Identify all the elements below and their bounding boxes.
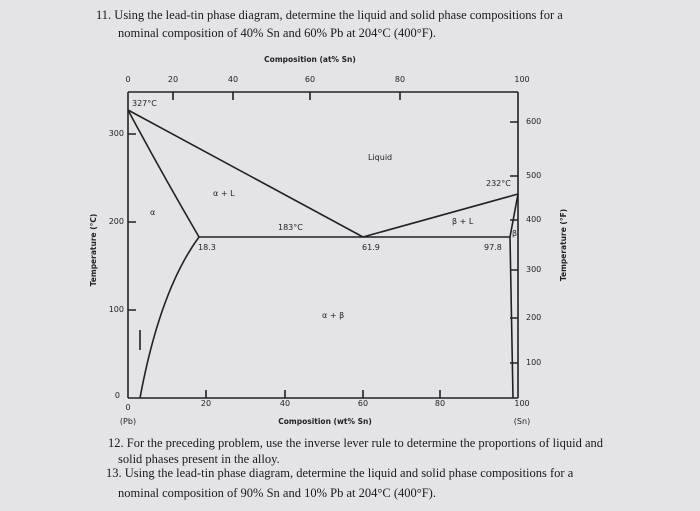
axis-title: Temperature (°C) (89, 214, 98, 287)
tick-label: 20 (201, 399, 211, 408)
region-label: α (150, 208, 155, 217)
tick-label: 60 (358, 399, 368, 408)
question-line: nominal composition of 40% Sn and 60% Pb… (118, 26, 436, 40)
question-line: solid phases present in the alloy. (118, 452, 280, 466)
tick-label: 200 (526, 313, 541, 322)
question-line: nominal composition of 90% Sn and 10% Pb… (118, 486, 436, 500)
axis-end-label: (Pb) (120, 417, 136, 426)
tick-label: 500 (526, 171, 541, 180)
annotation: 61.9 (362, 243, 380, 252)
annotation: 183°C (278, 223, 303, 232)
tick-label: 60 (305, 75, 315, 84)
tick-label: 300 (526, 265, 541, 274)
tick-label: 0 (125, 403, 130, 412)
tick-label: 400 (526, 215, 541, 224)
region-label: α + L (213, 189, 235, 198)
tick-label: 100 (526, 358, 541, 367)
tick-label: 40 (280, 399, 290, 408)
region-label: β + L (452, 217, 474, 226)
region-label: β (512, 229, 517, 238)
diagram-lines (127, 91, 519, 399)
phase-diagram: Composition (at% Sn) 0 20 40 60 80 100 0… (89, 55, 568, 426)
axis-title: Composition (wt% Sn) (278, 417, 372, 426)
annotation: 97.8 (484, 243, 502, 252)
region-label: Liquid (368, 153, 392, 162)
tick-label: 80 (395, 75, 405, 84)
axis-title: Composition (at% Sn) (264, 55, 356, 64)
tick-label: 100 (109, 305, 124, 314)
axis-end-label: (Sn) (514, 417, 530, 426)
question-line: 13. Using the lead-tin phase diagram, de… (106, 466, 574, 480)
tick-label: 600 (526, 117, 541, 126)
tick-label: 40 (228, 75, 238, 84)
tick-label: 200 (109, 217, 124, 226)
tick-label: 300 (109, 129, 124, 138)
tick-label: 0 (125, 75, 130, 84)
axis-title: Temperature (°F) (559, 209, 568, 281)
question-line: 11. Using the lead-tin phase diagram, de… (96, 8, 563, 22)
tick-label: 0 (115, 391, 120, 400)
annotation: 327°C (132, 99, 157, 108)
tick-label: 100 (514, 399, 529, 408)
tick-label: 20 (168, 75, 178, 84)
annotation: 232°C (486, 179, 511, 188)
annotation: 18.3 (198, 243, 216, 252)
region-label: α + β (322, 311, 344, 320)
tick-label: 80 (435, 399, 445, 408)
question-line: 12. For the preceding problem, use the i… (108, 436, 604, 450)
tick-label: 100 (514, 75, 529, 84)
